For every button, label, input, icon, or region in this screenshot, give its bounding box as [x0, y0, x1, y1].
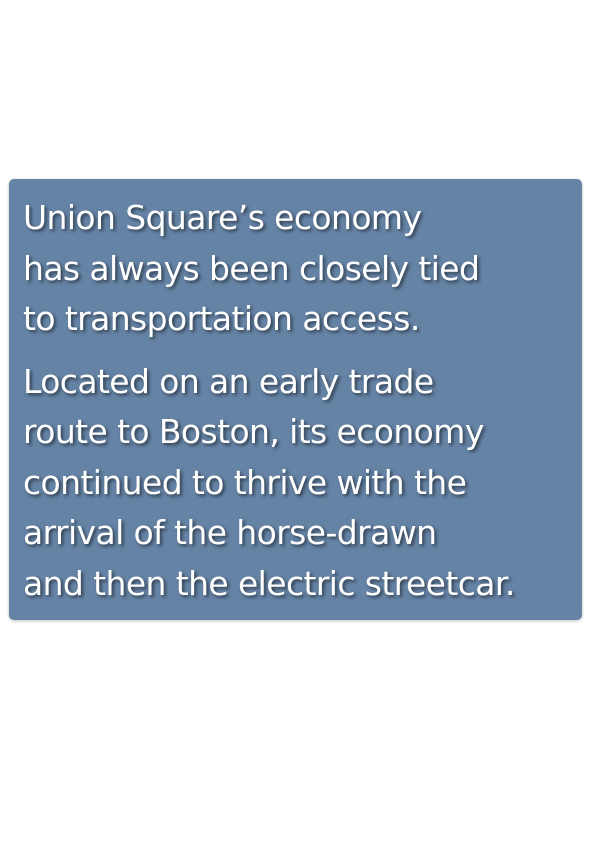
paragraph-line: and then the electric streetcar.: [23, 563, 515, 603]
paragraph-line: Located on an early trade: [23, 361, 434, 401]
paragraph-line: route to Boston, its economy: [23, 412, 484, 451]
text-panel: Union Square’s economy has always been c…: [9, 179, 582, 620]
paragraph-line: has always been closely tied: [23, 248, 480, 288]
paragraph-line: arrival of the horse-drawn: [23, 513, 437, 552]
history-paragraph: Located on an early trade route to Bosto…: [23, 357, 572, 610]
intro-paragraph: Union Square’s economy has always been c…: [23, 193, 572, 345]
paragraph-line: to transportation access.: [23, 299, 420, 338]
paragraph-line: continued to thrive with the: [23, 462, 467, 502]
paragraph-line: Union Square’s economy: [23, 198, 422, 237]
